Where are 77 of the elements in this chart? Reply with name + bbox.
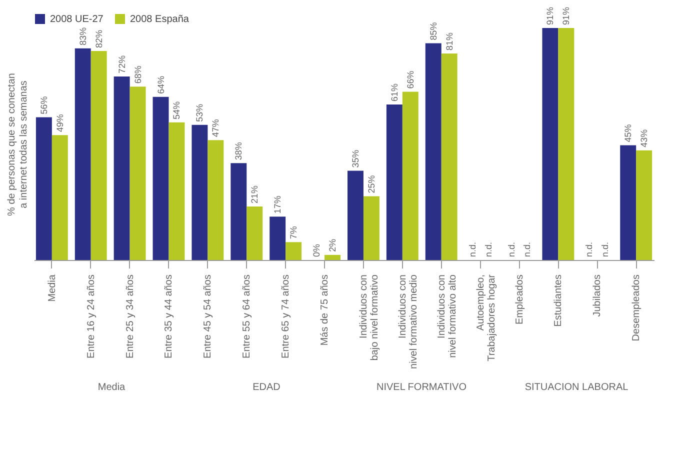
- text: SITUACION LABORAL: [524, 382, 629, 393]
- data-label: 35%: [350, 150, 360, 168]
- text: n.d.: [506, 242, 516, 257]
- text: EDAD: [252, 382, 280, 393]
- data-label: 91%: [561, 6, 572, 25]
- bar: [168, 122, 185, 260]
- text: n.d.: [483, 242, 494, 257]
- x-tick-label: Entre 65 y 74 años: [280, 274, 292, 358]
- y-axis-title: % de personas que se conectan a internet todas las semanas: [6, 73, 30, 216]
- bar: [270, 216, 286, 260]
- bar: [542, 28, 558, 260]
- x-tick-label: Más de 75 años: [320, 274, 331, 346]
- data-label: 82%: [94, 30, 104, 48]
- data-label: 81%: [444, 32, 454, 50]
- text: n.d.: [467, 242, 478, 257]
- data-label: 68%: [132, 66, 143, 84]
- bar: [52, 135, 68, 260]
- bar: [363, 196, 380, 260]
- bar: [192, 124, 208, 260]
- data-label: 21%: [250, 185, 260, 204]
- x-tick-label: Individuos con bajo nivel formativo: [358, 274, 380, 361]
- text: n.d.: [522, 242, 532, 257]
- data-label: 47%: [210, 119, 221, 138]
- text: NIVEL FORMATIVO: [376, 382, 467, 393]
- text: n.d.: [584, 242, 594, 257]
- data-label: 45%: [623, 124, 634, 142]
- data-label: 61%: [389, 83, 400, 102]
- x-tick-label: Entre 45 y 54 años: [202, 274, 214, 358]
- bar: [402, 92, 418, 260]
- bar: [246, 206, 263, 260]
- bar: [441, 53, 458, 260]
- bar: [286, 242, 302, 260]
- data-label: 38%: [234, 142, 244, 160]
- bar: [90, 50, 107, 260]
- data-label: 54%: [172, 101, 182, 120]
- bar: [208, 140, 224, 260]
- bar: [324, 254, 340, 260]
- data-label: 72%: [116, 55, 127, 74]
- data-label: 0%: [312, 244, 322, 257]
- data-label: 66%: [405, 70, 416, 89]
- x-tick-label: Entre 16 y 24 años: [86, 274, 97, 358]
- x-tick-label: Entre 35 y 44 años: [164, 274, 175, 358]
- x-tick-label: Estudiantes: [553, 274, 564, 327]
- x-tick-label: Entre 55 y 64 años: [242, 274, 253, 358]
- data-label: 56%: [38, 96, 49, 114]
- bar: [36, 117, 52, 260]
- data-label: 91%: [545, 6, 556, 25]
- text: n.d.: [600, 242, 610, 257]
- text: Media: [98, 382, 126, 393]
- bar: [386, 104, 402, 260]
- data-label: 53%: [194, 104, 205, 122]
- bar: [425, 43, 442, 260]
- data-label: 49%: [54, 114, 65, 132]
- bar: [152, 96, 169, 260]
- x-tick-label: Desempleados: [631, 274, 642, 342]
- legend-label: 2008 UE-27: [50, 14, 104, 25]
- data-label: 64%: [156, 76, 166, 94]
- data-label: 17%: [272, 196, 283, 214]
- data-label: 43%: [639, 129, 650, 148]
- bar: [620, 145, 636, 260]
- bar: [348, 170, 364, 260]
- data-label: 7%: [288, 226, 299, 240]
- x-tick-label: Media: [46, 274, 58, 302]
- data-label: 83%: [78, 27, 88, 46]
- legend-label: 2008 España: [130, 14, 190, 25]
- data-label: 2%: [328, 238, 338, 252]
- bar: [558, 28, 574, 260]
- bar: [636, 150, 652, 260]
- data-label: 25%: [366, 175, 376, 194]
- bar: [230, 163, 247, 260]
- x-tick-label: Entre 25 y 34 años: [124, 274, 136, 358]
- bar: [130, 86, 146, 260]
- bar: [114, 76, 130, 260]
- bar: [74, 48, 91, 260]
- data-label: 85%: [428, 22, 438, 40]
- x-tick-label: Jubilados: [592, 274, 604, 317]
- x-tick-label: Empleados: [514, 274, 526, 325]
